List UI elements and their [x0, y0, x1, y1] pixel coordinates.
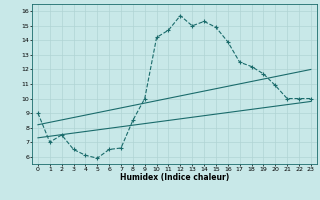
X-axis label: Humidex (Indice chaleur): Humidex (Indice chaleur)	[120, 173, 229, 182]
